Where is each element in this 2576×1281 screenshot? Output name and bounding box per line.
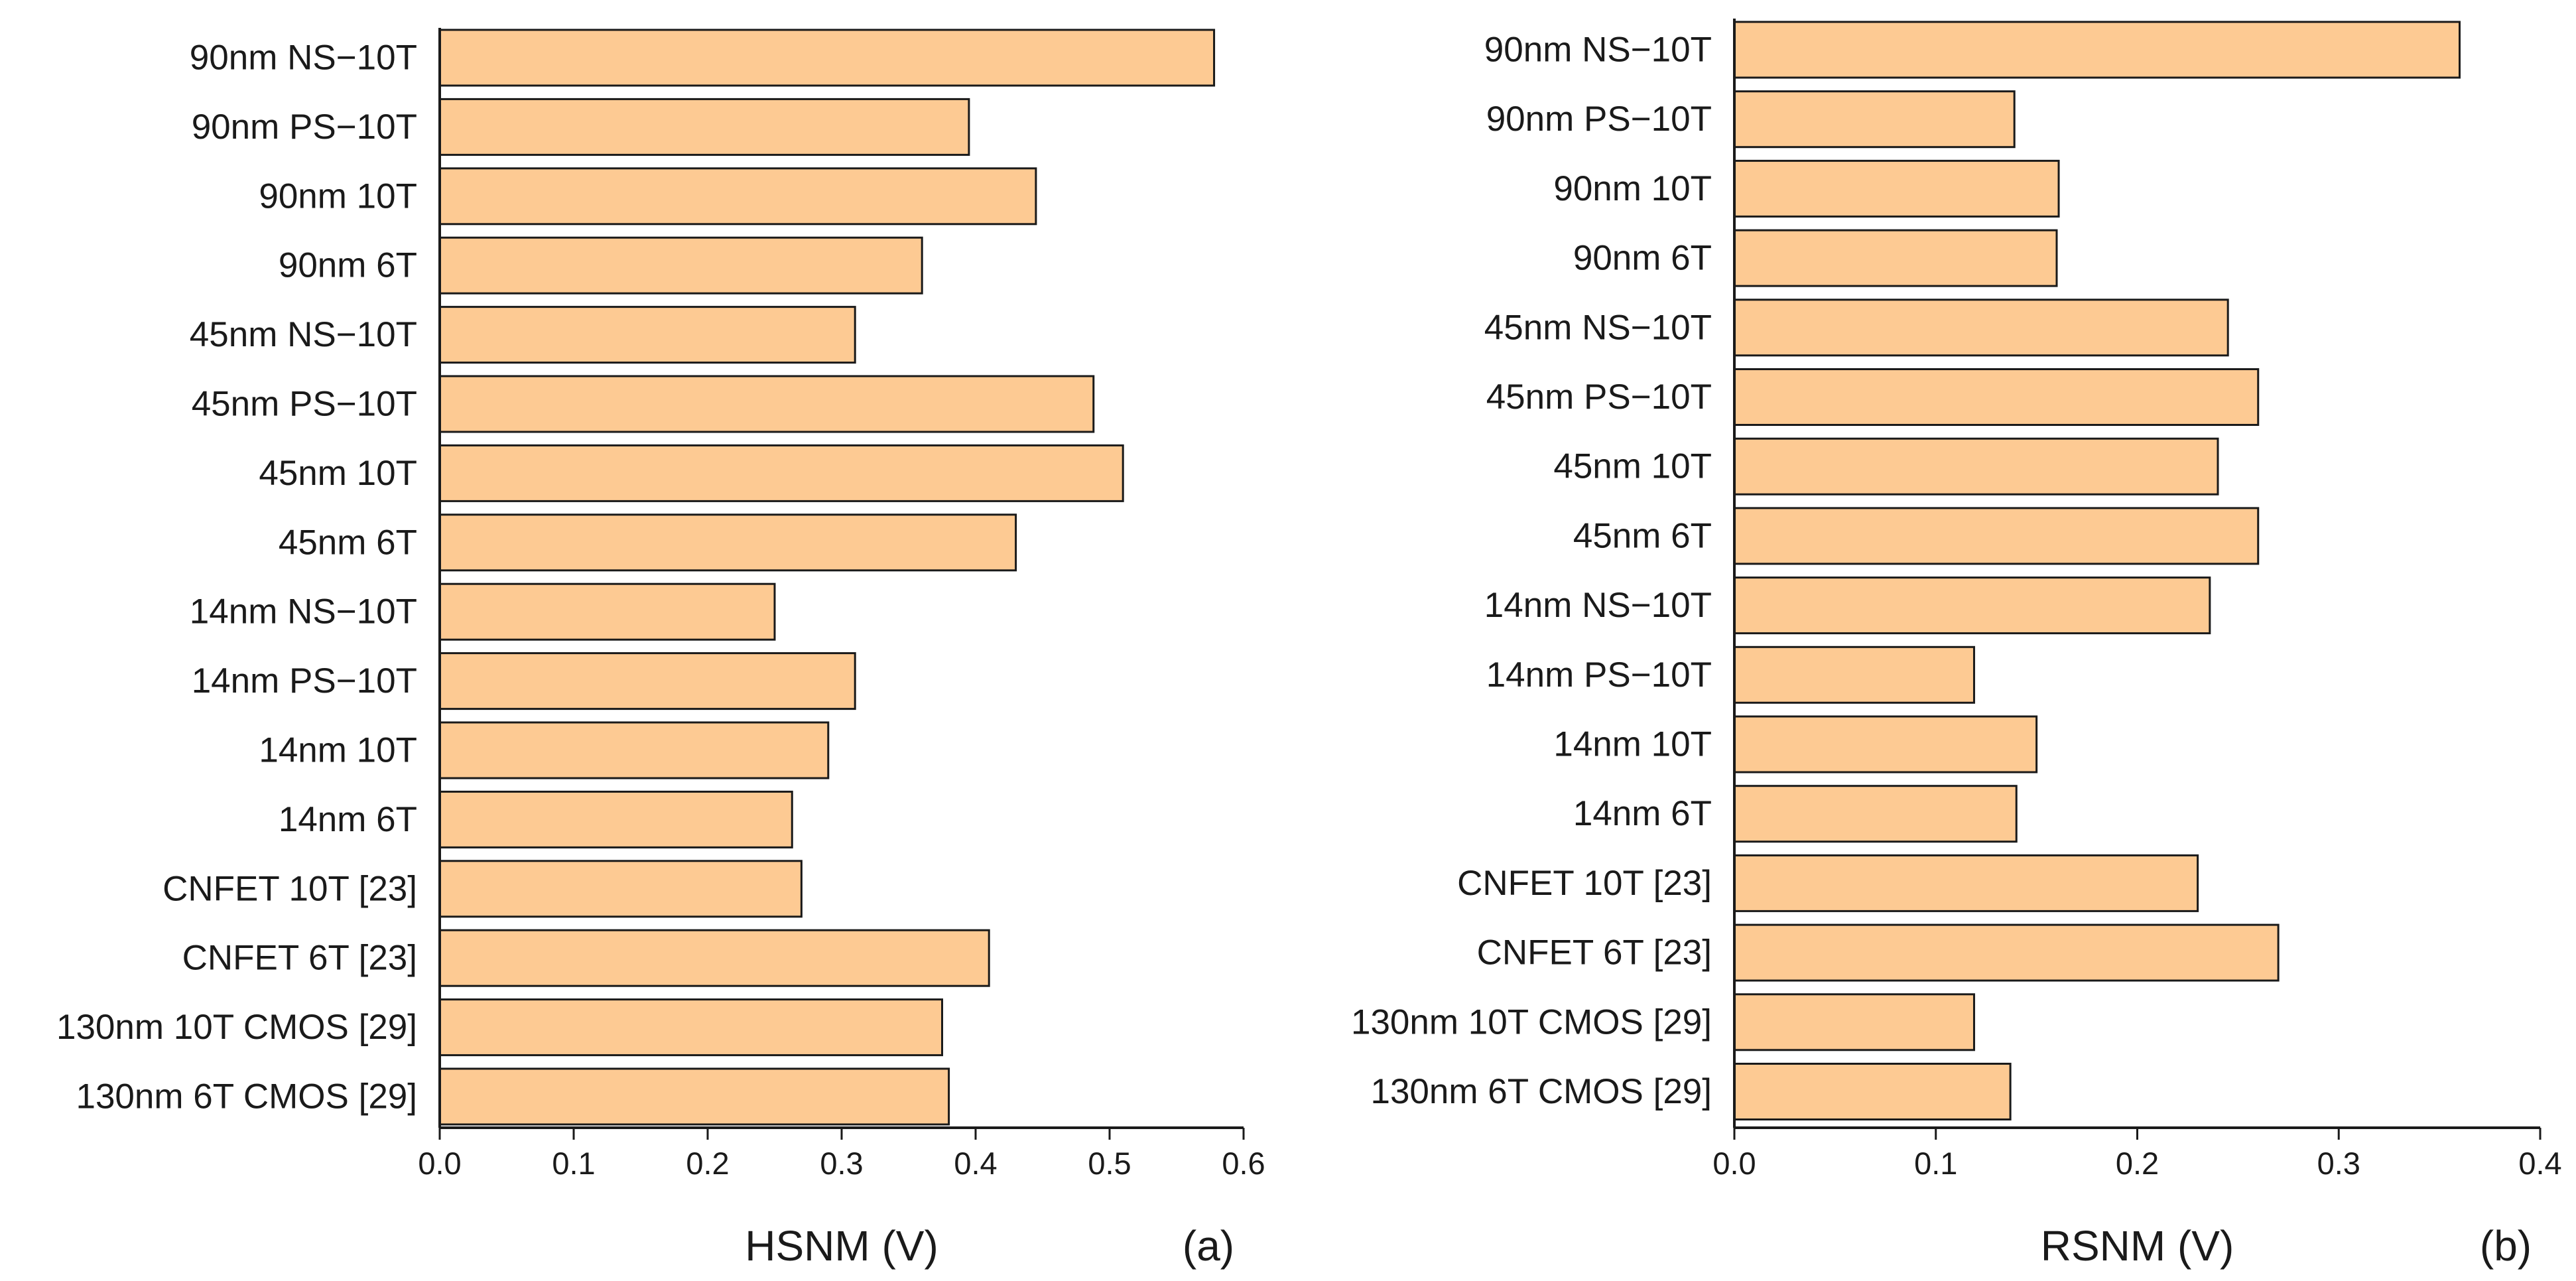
rsnm-bar-7	[1733, 507, 2260, 565]
rsnm-category-label-10: 14nm 10T	[1553, 725, 1712, 764]
rsnm-category-label-13: CNFET 6T [23]	[1477, 933, 1712, 973]
hsnm-bar-8	[438, 582, 776, 641]
hsnm-x-axis-title: HSNM (V)	[745, 1222, 938, 1270]
rsnm-category-label-9: 14nm PS−10T	[1486, 655, 1712, 695]
hsnm-category-label-3: 90nm 6T	[279, 246, 417, 285]
rsnm-bar-3	[1733, 229, 2058, 287]
rsnm-bar-4	[1733, 299, 2229, 357]
hsnm-bar-3	[438, 236, 923, 295]
hsnm-panel: 90nm NS−10T 90nm PS−10T 90nm 10T 90nm 6T 45n…	[56, 28, 1265, 1270]
rsnm-panel: 90nm NS−10T 90nm PS−10T 90nm 10T 90nm 6T 45n…	[1351, 19, 2562, 1270]
rsnm-bar-15	[1733, 1063, 2012, 1120]
rsnm-bar-8	[1733, 576, 2211, 635]
hsnm-category-label-14: 130nm 10T CMOS [29]	[56, 1008, 417, 1047]
hsnm-category-label-6: 45nm 10T	[259, 454, 417, 493]
rsnm-x-axis-title: RSNM (V)	[2041, 1222, 2234, 1270]
hsnm-category-label-5: 45nm PS−10T	[192, 385, 417, 424]
rsnm-category-label-8: 14nm NS−10T	[1484, 586, 1712, 625]
hsnm-bar-10	[438, 721, 830, 779]
hsnm-x-tick-label-1: 0.1	[552, 1146, 595, 1181]
rsnm-x-tick-label-0: 0.0	[1712, 1146, 1756, 1181]
rsnm-x-tick-label-1: 0.1	[1914, 1146, 1957, 1181]
rsnm-category-label-5: 45nm PS−10T	[1486, 377, 1712, 417]
hsnm-bar-6	[438, 444, 1124, 502]
hsnm-x-tick-label-6: 0.6	[1222, 1146, 1265, 1181]
hsnm-category-label-10: 14nm 10T	[259, 731, 417, 770]
hsnm-bar-13	[438, 929, 990, 987]
hsnm-bar-12	[438, 860, 803, 918]
hsnm-category-label-13: CNFET 6T [23]	[182, 939, 417, 978]
hsnm-bar-11	[438, 790, 793, 848]
rsnm-x-tick-label-2: 0.2	[2116, 1146, 2159, 1181]
rsnm-category-label-2: 90nm 10T	[1553, 169, 1712, 208]
rsnm-bar-6	[1733, 437, 2219, 496]
rsnm-category-label-7: 45nm 6T	[1573, 516, 1712, 555]
hsnm-category-label-2: 90nm 10T	[259, 176, 417, 216]
hsnm-bar-9	[438, 652, 856, 710]
rsnm-x-tick-label-3: 0.3	[2317, 1146, 2360, 1181]
rsnm-bar-11	[1733, 785, 2018, 843]
rsnm-bar-12	[1733, 854, 2199, 912]
hsnm-x-tick-label-5: 0.5	[1088, 1146, 1131, 1181]
rsnm-bar-14	[1733, 993, 1975, 1051]
rsnm-bar-9	[1733, 645, 1975, 704]
rsnm-bar-2	[1733, 159, 2060, 218]
rsnm-bar-0	[1733, 21, 2461, 79]
hsnm-x-tick-label-2: 0.2	[686, 1146, 729, 1181]
hsnm-category-label-11: 14nm 6T	[279, 800, 417, 839]
rsnm-panel-label: (b)	[2480, 1222, 2532, 1270]
hsnm-bar-4	[438, 306, 856, 364]
rsnm-x-tick-label-4: 0.4	[2518, 1146, 2561, 1181]
hsnm-bar-5	[438, 375, 1095, 433]
rsnm-bar-5	[1733, 368, 2260, 426]
hsnm-category-label-0: 90nm NS−10T	[190, 38, 417, 78]
hsnm-category-label-8: 14nm NS−10T	[190, 592, 417, 632]
hsnm-bar-15	[438, 1067, 950, 1126]
rsnm-category-label-0: 90nm NS−10T	[1484, 31, 1712, 70]
hsnm-category-label-7: 45nm 6T	[279, 523, 417, 562]
rsnm-category-label-14: 130nm 10T CMOS [29]	[1351, 1002, 1712, 1042]
hsnm-category-label-1: 90nm PS−10T	[192, 107, 417, 147]
hsnm-bar-0	[438, 29, 1216, 87]
hsnm-x-tick-label-3: 0.3	[820, 1146, 863, 1181]
rsnm-category-label-12: CNFET 10T [23]	[1457, 864, 1712, 903]
rsnm-bar-10	[1733, 715, 2038, 774]
rsnm-category-label-4: 45nm NS−10T	[1484, 308, 1712, 347]
hsnm-bar-7	[438, 513, 1017, 572]
hsnm-x-tick-label-4: 0.4	[954, 1146, 997, 1181]
hsnm-bar-14	[438, 998, 943, 1057]
hsnm-category-label-4: 45nm NS−10T	[190, 315, 417, 354]
rsnm-category-label-6: 45nm 10T	[1553, 447, 1712, 486]
hsnm-bar-1	[438, 98, 970, 156]
rsnm-category-label-1: 90nm PS−10T	[1486, 100, 1712, 139]
rsnm-category-label-11: 14nm 6T	[1573, 794, 1712, 833]
rsnm-category-label-3: 90nm 6T	[1573, 239, 1712, 278]
hsnm-panel-label: (a)	[1183, 1222, 1234, 1270]
hsnm-category-label-12: CNFET 10T [23]	[162, 869, 417, 908]
hsnm-bar-2	[438, 167, 1037, 226]
hsnm-category-label-9: 14nm PS−10T	[192, 661, 417, 701]
rsnm-bar-13	[1733, 923, 2280, 982]
hsnm-category-label-15: 130nm 6T CMOS [29]	[76, 1077, 417, 1116]
rsnm-bar-1	[1733, 90, 2016, 149]
rsnm-category-label-15: 130nm 6T CMOS [29]	[1370, 1072, 1712, 1111]
hsnm-x-tick-label-0: 0.0	[418, 1146, 461, 1181]
